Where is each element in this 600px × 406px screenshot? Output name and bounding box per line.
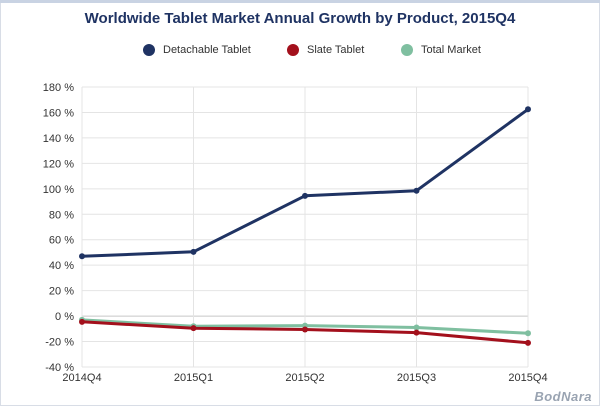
y-tick-label: 80 % xyxy=(49,209,74,221)
chart-legend: Detachable Tablet Slate Tablet Total Mar… xyxy=(0,44,600,64)
legend-label-total: Total Market xyxy=(421,44,481,56)
data-point-detachable-tablet xyxy=(302,192,308,199)
chart-title: Worldwide Tablet Market Annual Growth by… xyxy=(84,10,516,27)
data-point-total-market xyxy=(525,330,531,337)
x-tick-label: 2015Q1 xyxy=(174,372,213,384)
top-accent-bar xyxy=(0,0,600,3)
x-tick-label: 2015Q4 xyxy=(508,372,547,384)
y-tick-label: -40 % xyxy=(45,362,74,374)
data-point-detachable-tablet xyxy=(413,187,420,194)
legend-item-slate[interactable]: Slate Tablet xyxy=(287,44,364,56)
x-tick-label: 2015Q3 xyxy=(397,372,436,384)
y-tick-label: 120 % xyxy=(43,158,74,170)
legend-item-total[interactable]: Total Market xyxy=(401,44,481,56)
x-tick-label: 2014Q4 xyxy=(62,372,101,384)
data-point-slate-tablet xyxy=(413,329,420,336)
y-tick-label: -20 % xyxy=(45,337,74,349)
watermark-logo: BodNara xyxy=(534,389,592,404)
legend-item-detachable[interactable]: Detachable Tablet xyxy=(143,44,251,56)
data-point-slate-tablet xyxy=(79,318,85,325)
y-tick-label: 0 % xyxy=(55,311,74,323)
data-point-detachable-tablet xyxy=(190,248,197,255)
x-tick-label: 2015Q2 xyxy=(285,372,324,384)
legend-marker-icon xyxy=(401,44,413,56)
y-tick-label: 40 % xyxy=(49,260,74,272)
legend-marker-icon xyxy=(143,44,155,56)
legend-marker-icon xyxy=(287,44,299,56)
y-tick-label: 100 % xyxy=(43,184,74,196)
legend-label-slate: Slate Tablet xyxy=(307,44,365,56)
data-point-detachable-tablet xyxy=(79,253,85,260)
y-tick-label: 60 % xyxy=(49,235,74,247)
y-tick-label: 20 % xyxy=(49,286,74,298)
y-tick-label: 180 % xyxy=(43,82,74,94)
data-point-slate-tablet xyxy=(190,325,197,332)
data-point-detachable-tablet xyxy=(525,106,531,113)
y-tick-label: 140 % xyxy=(43,133,74,145)
legend-label-detachable: Detachable Tablet xyxy=(163,44,251,56)
data-point-slate-tablet xyxy=(525,339,531,346)
data-point-total-market xyxy=(413,324,420,331)
y-tick-label: 160 % xyxy=(43,107,74,119)
data-point-slate-tablet xyxy=(302,326,308,333)
